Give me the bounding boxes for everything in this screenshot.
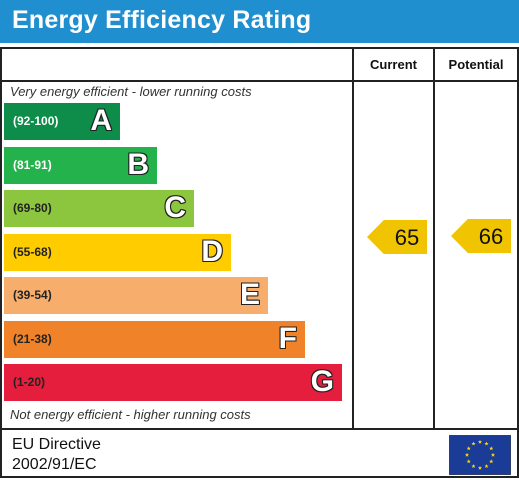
chart-title: Energy Efficiency Rating [12,6,312,34]
band-range-label: (39-54) [13,288,52,302]
band-a: (92-100) A [4,103,120,140]
eu-star-icon [466,446,471,451]
potential-column-header: Potential [448,57,504,72]
band-letter: D [201,234,223,268]
band-letter: B [127,147,149,181]
eu-star-icon [464,452,470,457]
eu-star-icon [466,459,471,464]
band-letter: A [90,104,112,137]
eu-directive-label: EU Directive [12,436,101,453]
band-letter: C [164,191,186,224]
band-c: (69-80) C [4,190,194,227]
title-bar: Energy Efficiency Rating [0,0,519,43]
band-letter: G [310,365,334,398]
band-d: (55-68) D [4,233,231,271]
band-range-label: (1-20) [13,375,46,389]
eu-directive-number: 2002/91/EC [12,456,97,473]
band-range-label: (69-80) [13,201,52,215]
eu-star-icon [471,464,476,469]
header-divider [2,80,517,82]
current-rating-value: 65 [394,225,420,250]
footer-divider [2,428,517,430]
column-divider [433,49,435,429]
potential-rating-value: 66 [478,224,504,249]
band-range-label: (81-91) [13,157,52,172]
eu-star-icon [489,459,494,464]
eu-star-icon [477,465,483,470]
band-range-label: (55-68) [13,244,52,259]
band-g: (1-20) G [4,364,342,401]
eu-flag-icon [449,435,511,475]
eu-star-icon [489,446,494,451]
column-divider [352,49,354,429]
potential-rating-arrow: 66 [451,219,511,253]
caption-inefficient: Not energy efficient - higher running co… [10,407,251,422]
eu-star-icon [490,452,496,457]
band-letter: E [239,278,260,311]
caption-efficient: Very energy efficient - lower running co… [10,84,252,99]
eu-star-icon [477,439,483,444]
eu-star-icon [484,464,489,469]
band-range-label: (21-38) [13,331,52,346]
eu-star-icon [484,441,489,446]
band-f: (21-38) F [4,320,305,358]
band-letter: F [278,321,297,355]
band-b: (81-91) B [4,146,157,184]
band-range-label: (92-100) [13,114,59,128]
rating-table: Current Potential Very energy efficient … [0,47,519,478]
band-e: (39-54) E [4,277,268,314]
eu-star-icon [471,441,476,446]
current-column-header: Current [370,57,417,72]
current-rating-arrow: 65 [367,220,427,254]
